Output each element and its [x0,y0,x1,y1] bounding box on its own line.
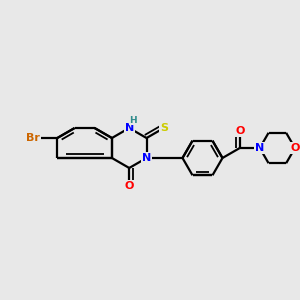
Text: O: O [235,126,244,136]
Text: H: H [129,116,137,124]
Text: N: N [255,143,264,153]
Text: N: N [124,123,134,133]
Text: O: O [290,143,300,153]
Text: S: S [160,123,168,133]
Text: N: N [142,153,151,163]
Text: O: O [124,181,134,191]
Text: Br: Br [26,133,40,143]
